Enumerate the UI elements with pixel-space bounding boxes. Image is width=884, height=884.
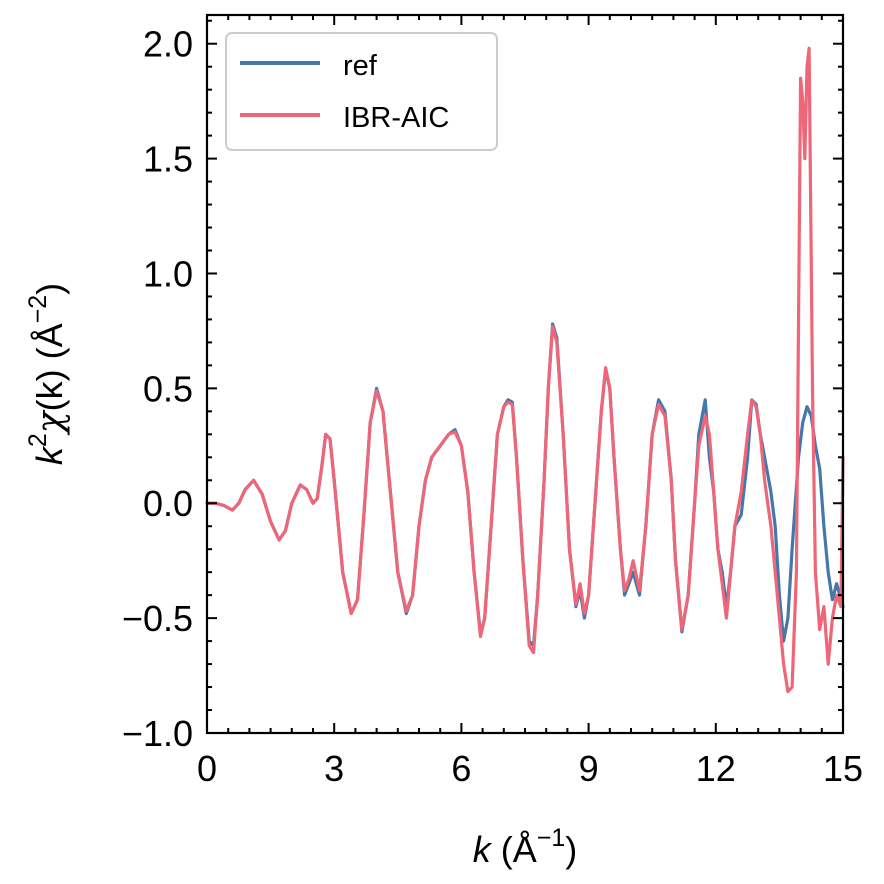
x-axis-title: k (Å−1)	[473, 824, 578, 870]
y-tick-label: −0.5	[122, 598, 193, 639]
y-tick-label: 1.5	[143, 139, 193, 180]
legend-label-ref: ref	[343, 50, 378, 82]
x-tick-label: 15	[823, 748, 863, 789]
series-line-ibr-aic	[205, 46, 845, 694]
y-tick-label: 0.0	[143, 483, 193, 524]
x-tick-label: 0	[197, 748, 217, 789]
y-tick-label: 1.0	[143, 253, 193, 294]
x-tick-label: 6	[451, 748, 471, 789]
tick-layer	[206, 15, 844, 734]
x-tick-label: 12	[696, 748, 736, 789]
y-tick-label: 2.0	[143, 24, 193, 65]
x-tick-label: 9	[579, 748, 599, 789]
y-tick-label: −1.0	[122, 713, 193, 754]
legend-label-ibr-aic: IBR-AIC	[343, 102, 449, 134]
legend: ref IBR-AIC	[225, 32, 498, 151]
x-tick-label: 3	[324, 748, 344, 789]
series-layer	[205, 46, 845, 694]
label-layer: 0 3 6 9 12 15 −1.0 −0.5 0.0 0.5 1.0 1.5 2.0	[122, 24, 863, 789]
y-axis-title: k2χ(k) (Å−2)	[24, 283, 71, 465]
y-tick-label: 0.5	[143, 368, 193, 409]
